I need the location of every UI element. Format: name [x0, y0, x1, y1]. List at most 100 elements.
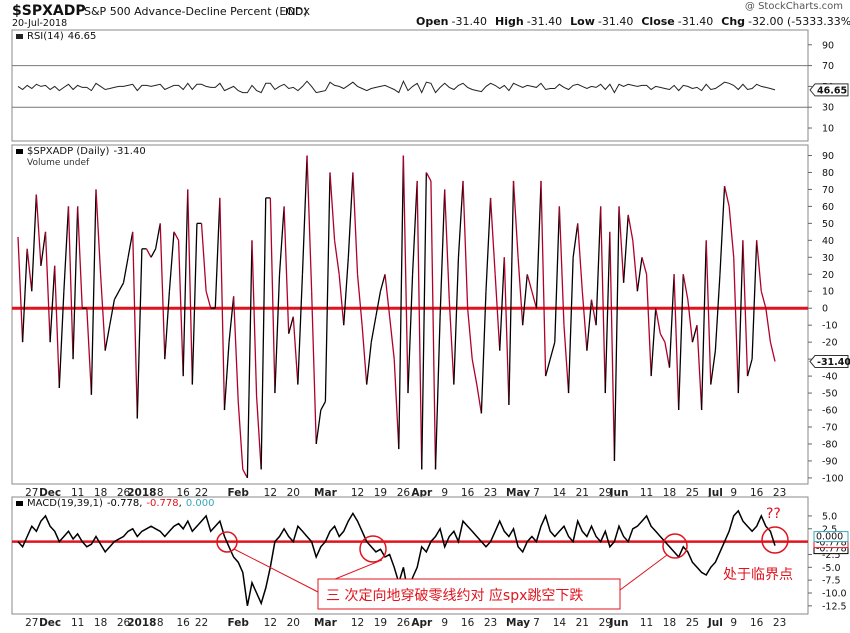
- last-value-label: 46.65: [817, 85, 847, 96]
- price-segment: [237, 401, 244, 470]
- price-segment: [600, 206, 606, 394]
- price-segment: [700, 240, 707, 411]
- price-segment: [343, 257, 349, 326]
- price-segment: [503, 257, 510, 405]
- price-segment: [590, 299, 597, 326]
- price-segment: [109, 299, 115, 326]
- price-segment: [517, 257, 524, 326]
- price-segment: [338, 274, 345, 326]
- price-segment: [723, 185, 730, 207]
- price-segment: [512, 180, 519, 258]
- price-segment: [255, 396, 262, 470]
- x-tick-label: 27: [25, 487, 38, 499]
- price-segment: [765, 308, 772, 343]
- y-tick-label: -10.0: [822, 588, 847, 599]
- price-segment: [99, 274, 106, 351]
- x-tick-label: 11: [71, 617, 84, 629]
- x-tick-label: 29: [599, 487, 612, 499]
- price-segment: [471, 359, 478, 385]
- price-segment: [200, 223, 207, 292]
- price-segment: [742, 240, 749, 377]
- price-segment: [269, 197, 276, 394]
- price-segment: [604, 231, 611, 394]
- price-segment: [159, 223, 166, 360]
- x-tick-label: 14: [553, 617, 567, 629]
- x-tick-label: 7: [533, 617, 540, 629]
- value-tag-label: 0.000: [816, 532, 843, 543]
- price-segment: [627, 214, 634, 241]
- annotation-box: [317, 578, 621, 610]
- price-segment: [462, 180, 469, 309]
- legend-name: MACD(19,39,1): [27, 498, 103, 509]
- price-segment: [173, 231, 180, 241]
- price-segment: [540, 180, 547, 377]
- price-segment: [691, 325, 698, 343]
- y-tick-label: -2.5: [822, 550, 841, 561]
- price-segment: [54, 265, 60, 388]
- price-segment: [613, 206, 620, 461]
- price-segment: [72, 206, 79, 360]
- price-segment: [655, 308, 661, 334]
- price-segment: [58, 291, 65, 389]
- legend-swatch: [16, 149, 23, 154]
- price-segment: [297, 274, 304, 385]
- price-segment: [288, 316, 294, 334]
- price-segment: [228, 296, 235, 343]
- y-tick-label: 30: [822, 253, 834, 264]
- price-segment: [595, 206, 602, 326]
- quote-label: Low: [570, 15, 595, 28]
- price-segment: [76, 206, 83, 309]
- price-segment: [26, 248, 33, 292]
- x-tick-label: Jul: [707, 617, 723, 629]
- price-segment: [223, 342, 230, 411]
- x-tick-label: 12: [264, 617, 277, 629]
- price-segment: [278, 206, 285, 275]
- price-segment: [421, 172, 427, 470]
- price-segment: [17, 236, 24, 343]
- price-segment: [581, 291, 588, 351]
- price-segment: [402, 155, 409, 394]
- price-segment: [572, 223, 579, 258]
- price-segment: [668, 274, 675, 368]
- legend-separator: ,: [179, 498, 182, 509]
- x-tick-label: 27: [25, 617, 38, 629]
- annotation-text: 处于临界点: [723, 567, 793, 583]
- x-tick-label: 12: [351, 487, 364, 499]
- x-tick-label: 12: [264, 487, 277, 499]
- price-segment: [567, 257, 574, 394]
- y-tick-label: -7.5: [822, 576, 841, 587]
- x-tick-label: 2018: [127, 487, 156, 499]
- price-segment: [370, 316, 377, 343]
- price-segment: [388, 316, 395, 360]
- x-tick-label: May: [506, 487, 530, 499]
- legend-value: 46.65: [68, 31, 97, 42]
- price-segment: [746, 358, 753, 377]
- price-segment: [710, 350, 717, 385]
- price-segment: [407, 274, 414, 394]
- price-segment: [756, 240, 762, 292]
- date: 20-Jul-2018: [12, 18, 67, 29]
- x-tick-label: Jun: [609, 487, 629, 499]
- legend-value: -0.778: [146, 498, 178, 509]
- x-tick-label: 18: [94, 487, 107, 499]
- security-name: S&P 500 Advance-Decline Percent (EOD): [84, 5, 308, 18]
- price-segment: [292, 316, 299, 385]
- price-segment: [301, 155, 308, 275]
- panel: [11, 144, 809, 485]
- x-tick-label: 23: [773, 617, 786, 629]
- x-tick-label: 21: [576, 617, 589, 629]
- price-segment: [586, 299, 593, 351]
- x-tick-label: 9: [730, 617, 737, 629]
- x-tick-label: 11: [71, 487, 84, 499]
- x-tick-label: Mar: [314, 617, 338, 629]
- price-segment: [659, 333, 666, 343]
- quote-label: High: [495, 15, 524, 28]
- y-tick-label: 10: [822, 124, 834, 135]
- price-segment: [118, 282, 125, 292]
- x-tick-label: 16: [176, 617, 190, 629]
- x-tick-label: Feb: [228, 487, 250, 499]
- x-tick-label: 18: [663, 617, 676, 629]
- legend-separator: ,: [139, 498, 142, 509]
- price-segment: [549, 341, 556, 360]
